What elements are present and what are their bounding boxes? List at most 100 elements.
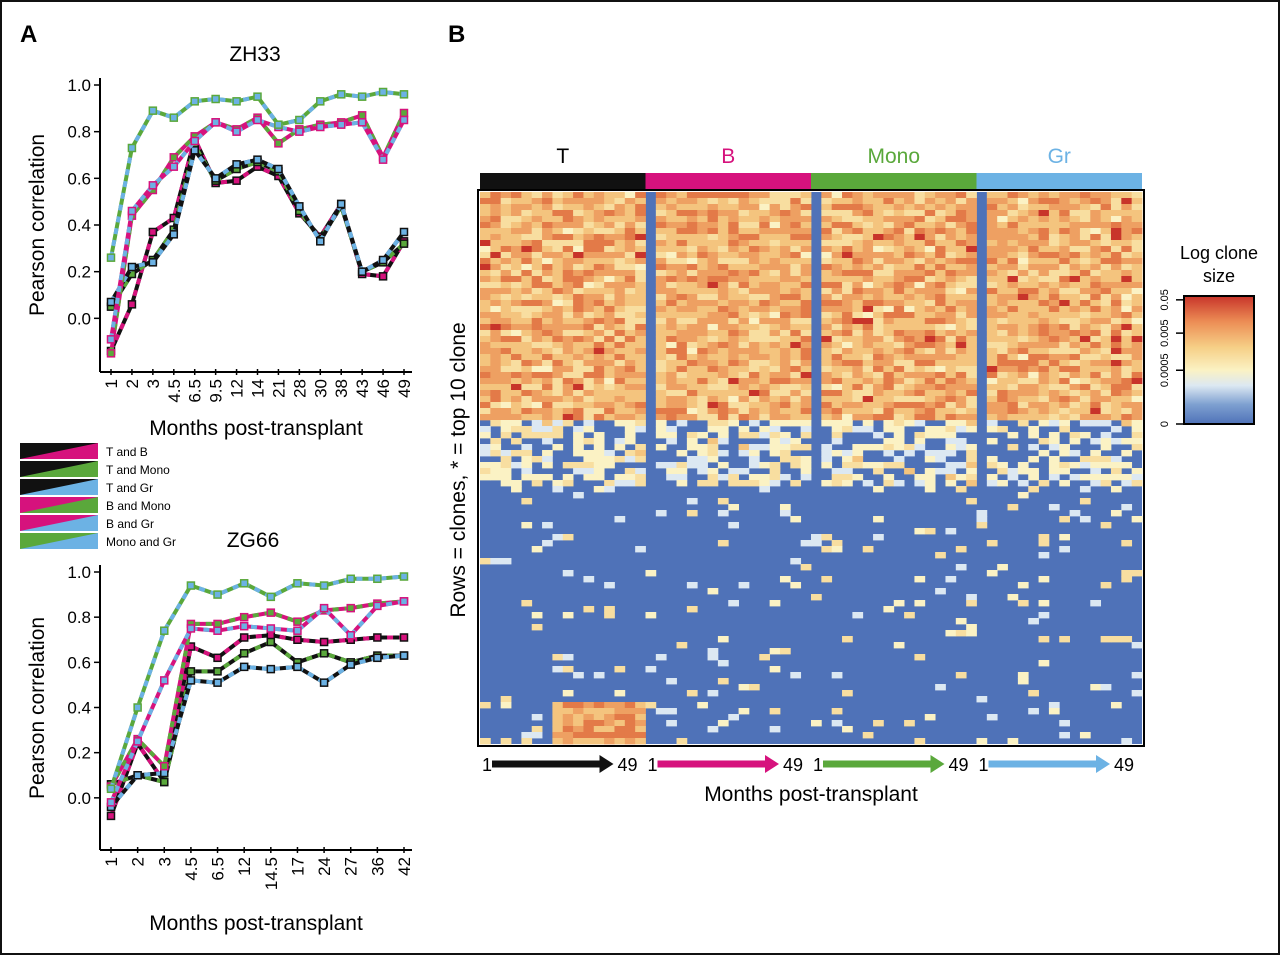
heatmap-cell (924, 282, 936, 289)
heatmap-cell (655, 336, 667, 343)
heatmap-cell (697, 360, 708, 367)
heatmap-cell (904, 468, 915, 475)
heatmap-cell (480, 384, 491, 391)
heatmap-cell (1079, 498, 1091, 505)
heatmap-cell (904, 258, 915, 265)
heatmap-cell (955, 300, 967, 307)
heatmap-cell (862, 414, 874, 421)
heatmap-cell (800, 204, 812, 211)
heatmap-cell (1110, 396, 1122, 403)
heatmap-cell (1110, 366, 1122, 373)
heatmap-cell (1038, 402, 1050, 409)
heatmap-cell (552, 654, 564, 661)
heatmap-cell (883, 330, 895, 337)
heatmap-cell (769, 270, 781, 277)
heatmap-cell (490, 204, 502, 211)
heatmap-cell (655, 420, 667, 427)
heatmap-cell (1017, 462, 1029, 469)
heatmap-cell (790, 378, 802, 385)
heatmap-cell (666, 720, 677, 727)
heatmap-cell (831, 246, 843, 253)
heatmap-cell (604, 612, 615, 619)
zh33-series-mono-and-gr-point (274, 120, 283, 129)
heatmap-cell (1121, 276, 1133, 283)
heatmap-cell (935, 234, 946, 241)
heatmap-cell (1100, 252, 1112, 259)
heatmap-cell (935, 288, 946, 295)
heatmap-cell (1048, 708, 1060, 715)
heatmap-cell (790, 330, 802, 337)
heatmap-cell (686, 258, 698, 265)
heatmap-cell (490, 360, 502, 367)
heatmap-cell (604, 252, 615, 259)
heatmap-cell (748, 282, 760, 289)
heatmap-cell (542, 216, 553, 223)
heatmap-cell (676, 348, 688, 355)
heatmap-cell (904, 336, 915, 343)
heatmap-cell (1017, 384, 1029, 391)
heatmap-cell (1017, 336, 1029, 343)
heatmap-cell (635, 300, 646, 307)
heatmap-cell (1017, 204, 1029, 211)
heatmap-cell (697, 468, 708, 475)
heatmap-cell (790, 276, 802, 283)
heatmap-cell (966, 354, 977, 361)
heatmap-cell (511, 408, 522, 415)
heatmap-cell (945, 270, 957, 277)
heatmap-group-gr-label: Gr (1048, 145, 1071, 168)
heatmap-cell (666, 240, 677, 247)
heatmap-cell (831, 204, 843, 211)
heatmap-cell (728, 378, 739, 385)
heatmap-cell (738, 192, 750, 199)
heatmap-cell (583, 270, 595, 277)
heatmap-cell (1059, 330, 1070, 337)
heatmap-cell (1038, 408, 1050, 415)
heatmap-cell (552, 396, 564, 403)
heatmap-cell (997, 354, 1008, 361)
heatmap-cell (728, 198, 739, 205)
heatmap-cell (542, 360, 553, 367)
panel-b-label: B (448, 21, 465, 48)
heatmap-cell (604, 390, 615, 397)
heatmap-cell (583, 402, 595, 409)
heatmap-cell (1131, 396, 1143, 403)
heatmap-cell (955, 462, 967, 469)
heatmap-cell (480, 468, 491, 475)
heatmap-cell (1121, 408, 1133, 415)
heatmap-cell (697, 462, 708, 469)
heatmap-cell (904, 372, 915, 379)
zg66-series-t-and-mono-point (213, 667, 222, 676)
heatmap-cell (1028, 474, 1039, 481)
heatmap-cell (759, 282, 771, 289)
heatmap-cell (480, 558, 491, 565)
heatmap-cell (935, 684, 946, 691)
heatmap-cell (738, 294, 750, 301)
heatmap-cell (686, 246, 698, 253)
heatmap-cell (904, 450, 915, 457)
heatmap-cell (914, 336, 926, 343)
heatmap-cell (862, 300, 874, 307)
heatmap-cell (1090, 240, 1102, 247)
zh33-series-b-and-gr-point (378, 155, 388, 164)
zh33-series-mono-and-gr-point (190, 97, 199, 106)
heatmap-cell (966, 426, 977, 433)
heatmap-cell (655, 462, 667, 469)
heatmap-cell (511, 414, 522, 421)
heatmap-cell (573, 708, 584, 715)
heatmap-cell (748, 276, 760, 283)
heatmap-cell (1017, 306, 1029, 313)
heatmap-cell (717, 450, 729, 457)
heatmap-cell (686, 444, 698, 451)
heatmap-cell (1100, 264, 1112, 271)
heatmap-cell (490, 348, 502, 355)
heatmap-cell (562, 366, 574, 373)
heatmap-cell (624, 294, 636, 301)
heatmap-cell (852, 234, 864, 241)
heatmap-cell (666, 282, 677, 289)
heatmap-cell (831, 408, 843, 415)
heatmap-cell (1121, 240, 1133, 247)
heatmap-cell (738, 708, 750, 715)
heatmap-cell (728, 294, 739, 301)
heatmap-cell (624, 222, 636, 229)
